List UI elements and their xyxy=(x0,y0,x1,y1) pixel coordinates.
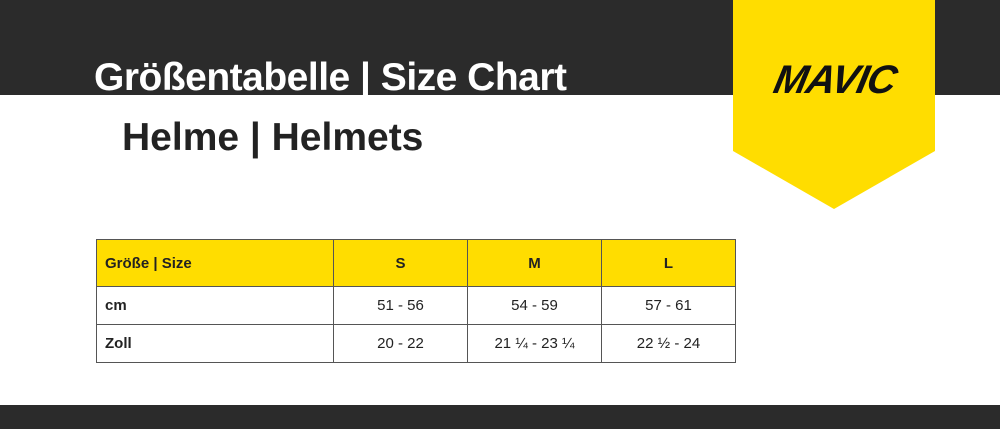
size-table: Größe | Size S M L cm 51 - 56 54 - 59 57… xyxy=(96,239,736,363)
table-cell: 54 - 59 xyxy=(467,286,602,325)
logo-banner xyxy=(733,0,935,209)
table-row: cm 51 - 56 54 - 59 57 - 61 xyxy=(96,286,736,325)
column-header: M xyxy=(467,239,602,287)
bottom-band xyxy=(0,405,1000,429)
page-subtitle: Helme | Helmets xyxy=(122,116,424,159)
column-header: L xyxy=(601,239,736,287)
row-label: cm xyxy=(96,286,334,325)
table-cell: 21 ¼ - 23 ¼ xyxy=(467,324,602,363)
mavic-logo: MAVIC xyxy=(769,58,901,102)
column-header: S xyxy=(333,239,468,287)
column-header: Größe | Size xyxy=(96,239,334,287)
page-title: Größentabelle | Size Chart xyxy=(94,56,567,99)
table-cell: 22 ½ - 24 xyxy=(601,324,736,363)
row-label: Zoll xyxy=(96,324,334,363)
table-cell: 57 - 61 xyxy=(601,286,736,325)
table-cell: 51 - 56 xyxy=(333,286,468,325)
table-row: Zoll 20 - 22 21 ¼ - 23 ¼ 22 ½ - 24 xyxy=(96,324,736,363)
table-cell: 20 - 22 xyxy=(333,324,468,363)
table-header-row: Größe | Size S M L xyxy=(96,239,736,287)
